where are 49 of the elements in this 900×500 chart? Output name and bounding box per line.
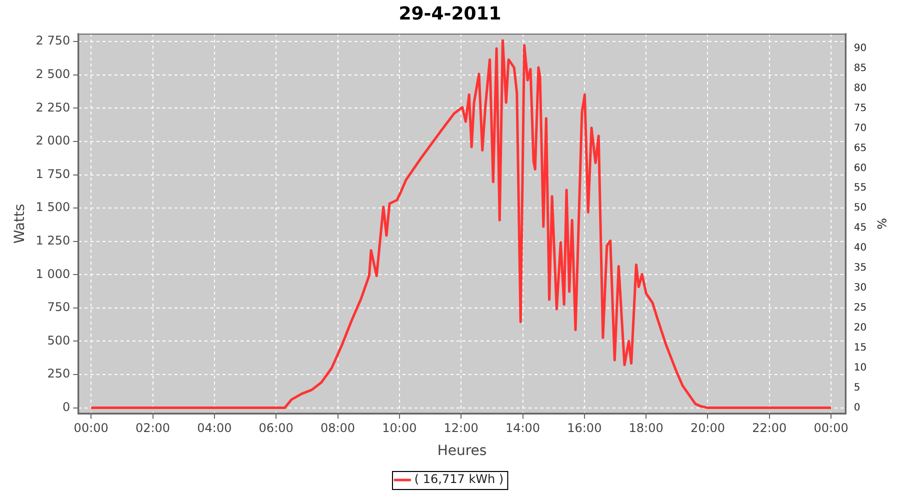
x-tick-label: 04:00	[197, 421, 232, 436]
x-tick-label: 08:00	[320, 421, 356, 436]
y-axis-title: Watts	[12, 204, 28, 244]
y2-tick-label: 35	[854, 262, 867, 274]
y2-tick-label: 40	[854, 242, 867, 254]
x-tick-label: 00:00	[814, 421, 848, 436]
y2-tick-label: 10	[854, 362, 867, 374]
x-tick-label: 06:00	[258, 421, 294, 436]
y-tick-label: 2 250	[36, 100, 70, 114]
y2-tick-label: 30	[854, 282, 867, 294]
x-tick-label: 16:00	[567, 421, 602, 436]
y-tick-label: 1 750	[36, 166, 70, 181]
y2-tick-label: 5	[854, 382, 860, 394]
x-axis-title: Heures	[437, 443, 487, 460]
x-tick-label: 02:00	[135, 421, 170, 436]
x-tick-label: 14:00	[505, 421, 540, 436]
y2-tick-label: 80	[854, 82, 867, 94]
y2-tick-label: 25	[854, 302, 867, 314]
x-tick-label: 18:00	[628, 421, 664, 436]
x-tick-label: 12:00	[444, 421, 478, 436]
y-tick-label: 2 000	[36, 134, 70, 148]
x-tick-label: 00:00	[74, 421, 108, 436]
legend-label: ( 16,717 kWh )	[414, 472, 504, 486]
y-tick-label: 2 500	[36, 67, 70, 82]
y2-tick-label: 55	[854, 182, 867, 194]
y2-tick-label: 70	[854, 122, 867, 134]
y2-tick-label: 15	[854, 342, 867, 354]
y-tick-label: 500	[47, 333, 70, 348]
y2-tick-label: 75	[854, 102, 867, 114]
y2-tick-label: 0	[854, 402, 860, 414]
y-tick-label: 250	[47, 366, 70, 381]
y2-tick-label: 65	[854, 142, 867, 154]
x-tick-label: 22:00	[752, 421, 787, 436]
y-tick-label: 1 250	[36, 233, 70, 248]
y2-tick-label: 45	[854, 222, 867, 234]
y-tick-label: 0	[62, 400, 70, 414]
x-tick-label: 20:00	[690, 421, 726, 436]
y2-tick-label: 60	[854, 162, 867, 174]
y-tick-label: 1 000	[36, 266, 70, 281]
y-tick-label: 750	[47, 300, 70, 314]
chart-title: 29-4-2011	[398, 3, 502, 24]
y-tick-label: 2 750	[36, 34, 70, 48]
y2-tick-label: 50	[854, 202, 867, 214]
y2-axis-title: %	[874, 218, 889, 230]
x-tick-label: 10:00	[382, 421, 417, 436]
y2-tick-label: 90	[854, 42, 867, 54]
y2-tick-label: 20	[854, 322, 867, 334]
y-tick-label: 1 500	[36, 200, 70, 214]
y2-tick-label: 85	[854, 62, 867, 74]
